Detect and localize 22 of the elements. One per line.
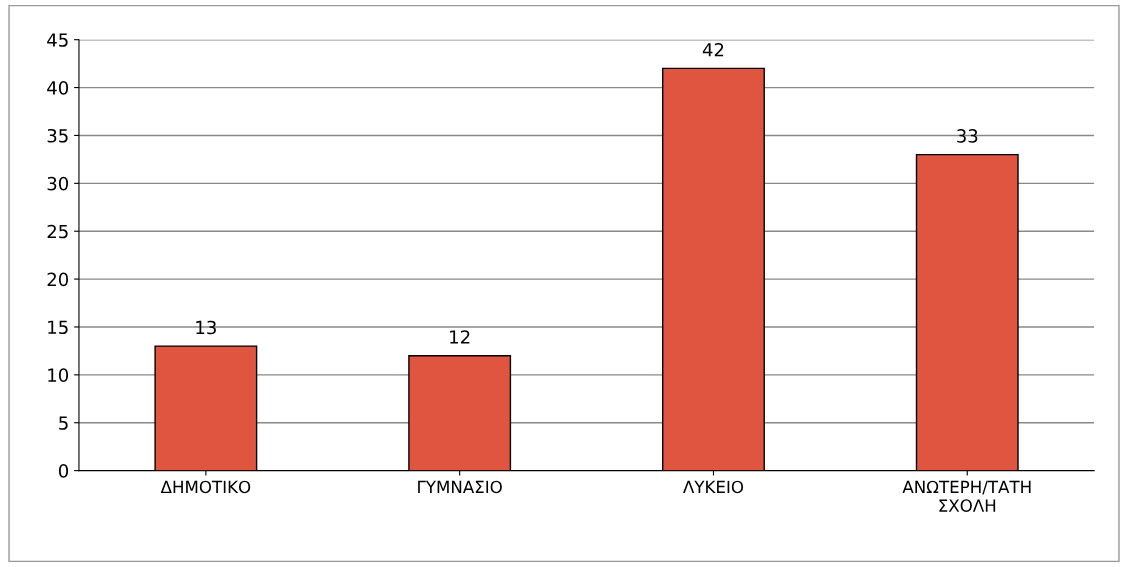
bar [662,67,765,471]
y-tick-label: 45 [47,33,68,47]
y-tick-label: 25 [47,224,68,239]
y-tick-label: 10 [48,368,69,382]
x-tick-label: ΛΥΚΕΙΟ [683,480,744,494]
x-tick-label: ΔΗΜΟΤΙΚΟ [160,480,251,494]
y-tick-label: 30 [47,176,69,191]
y-tick-label: 15 [48,320,68,335]
data-label: 33 [957,129,978,143]
data-label: 13 [196,320,216,335]
x-tick-label: ΑΝΩΤΕΡΗ/ΤΑΤΗ ΣΧΟΛΗ [902,480,1031,512]
y-tick-label: 20 [47,272,69,287]
y-tick-label: 40 [47,81,69,95]
y-tick-label: 35 [47,128,68,143]
x-tick-label: ΓΥΜΝΑΣΙΟ [418,480,502,494]
data-label: 12 [450,330,470,344]
y-tick-label: 5 [59,416,68,430]
data-label: 42 [702,42,724,57]
bar [408,355,512,471]
bar [154,345,258,471]
bar [915,153,1019,471]
y-tick-label: 0 [58,464,69,478]
